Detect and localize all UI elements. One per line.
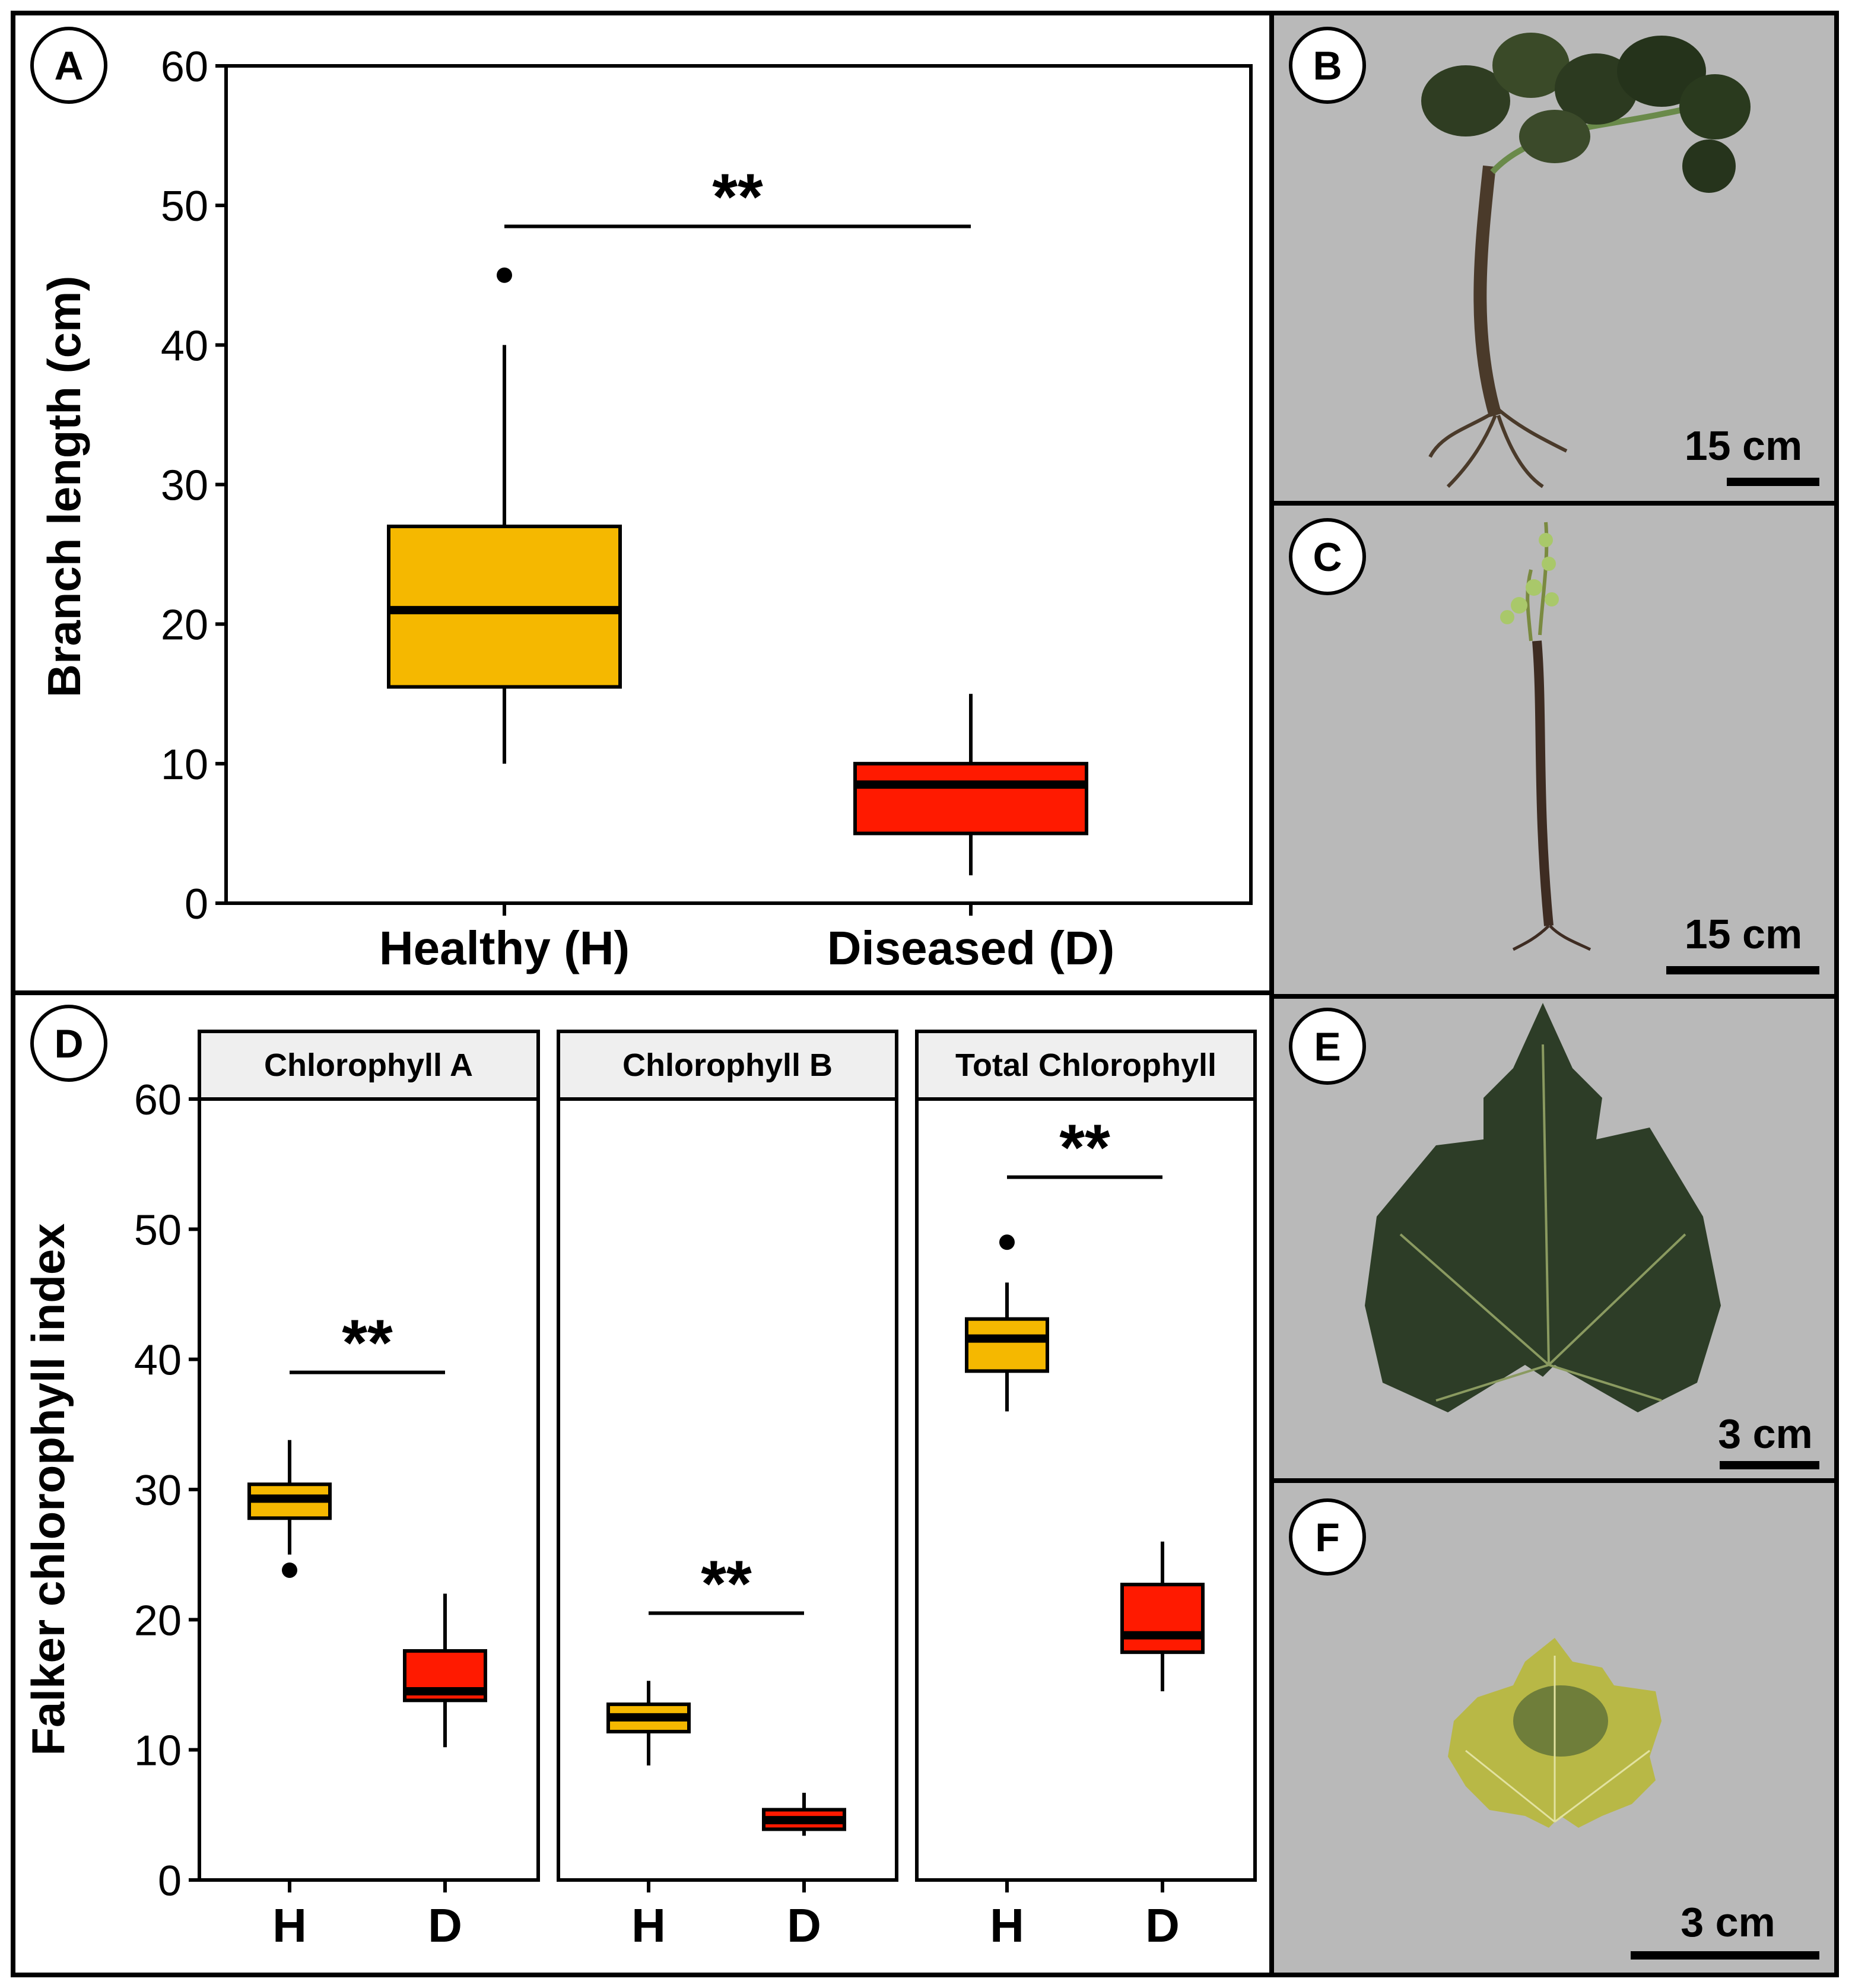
- chart-d-y-tick-label: 20: [134, 1597, 182, 1644]
- chart-d-x-tick-label: D: [428, 1899, 462, 1952]
- chart-a-y-tick-label: 10: [161, 741, 208, 789]
- photo-panel-c: 15 cm: [1274, 505, 1834, 995]
- photo-panel-f: 3 cm: [1274, 1482, 1834, 1973]
- chart-panel-d: Falker chlorophyll index Chlorophyll A C…: [22, 1030, 1257, 1952]
- chart-d-total-chlorophyll-healthy-outlier: [999, 1234, 1015, 1250]
- facet-title-chlorophyll-b: Chlorophyll B: [622, 1047, 833, 1083]
- panel-letter-f: F: [1315, 1515, 1340, 1560]
- chart-a-y-tick-label: 20: [161, 602, 208, 649]
- chart-a-y-tick-label: 60: [161, 43, 208, 91]
- chart-d-total-chlorophyll-healthy-box: [965, 1317, 1049, 1373]
- healthy-plant-illustration: [1421, 33, 1751, 488]
- photo-panel-b: 15 cm: [1274, 15, 1834, 501]
- chart-d-x-tick-label: H: [990, 1899, 1024, 1952]
- panel-letter-a: A: [54, 43, 83, 88]
- panel-letter-d: D: [54, 1021, 83, 1066]
- chart-a-significance-label: **: [712, 160, 763, 233]
- chart-a-y-tick-label: 40: [161, 322, 208, 370]
- chart-d-y-tick-label: 50: [134, 1206, 182, 1254]
- chart-d-x-tick-label: H: [631, 1899, 666, 1952]
- chart-d-x-tick-label: H: [272, 1899, 307, 1952]
- facet-plot-total-chlorophyll: [915, 1097, 1257, 1882]
- scale-label-b: 15 cm: [1685, 423, 1802, 469]
- chart-d-x-tick-label: D: [787, 1899, 821, 1952]
- scale-label-f: 3 cm: [1681, 1899, 1775, 1945]
- chart-a-diseased-box: [853, 761, 1088, 836]
- photo-panel-e: 3 cm: [1274, 998, 1834, 1479]
- x-tick-label-diseased: Diseased (D): [827, 922, 1115, 974]
- chart-a-y-tick-label: 30: [161, 462, 208, 509]
- healthy-leaf-illustration: [1365, 1003, 1721, 1412]
- x-tick-label-healthy: Healthy (H): [379, 922, 630, 974]
- facet-title-chlorophyll-a: Chlorophyll A: [264, 1047, 473, 1083]
- chart-d-chlorophyll-a-healthy-outlier: [282, 1562, 297, 1578]
- chart-d-y-tick-label: 40: [134, 1337, 182, 1384]
- chart-d-total-chlorophyll-significance-label: **: [1059, 1111, 1110, 1184]
- chart-d-y-tick-label: 60: [134, 1076, 182, 1124]
- panel-letter-b: B: [1313, 43, 1342, 88]
- diseased-plant-illustration: [1500, 522, 1591, 951]
- chart-d-y-tick-label: 0: [158, 1857, 182, 1905]
- y-axis-label-d: Falker chlorophyll index: [22, 1223, 74, 1755]
- panel-badges: A B C D E F: [30, 27, 1366, 1576]
- scale-label-c: 15 cm: [1685, 911, 1802, 957]
- facet-plot-chlorophyll-b: [557, 1097, 898, 1882]
- chart-d-y-tick-label: 10: [134, 1727, 182, 1775]
- chart-a-y-tick-label: 0: [185, 881, 208, 928]
- chart-a-y-tick-label: 50: [161, 183, 208, 230]
- chart-d-chlorophyll-b-significance-label: **: [701, 1547, 752, 1620]
- panel-badge-a: A: [30, 27, 107, 104]
- chart-d-x-tick-label: D: [1145, 1899, 1180, 1952]
- panel-badge-d: D: [30, 1005, 107, 1082]
- chart-panel-a: Branch length (cm) Healthy (H) Diseased …: [38, 43, 1253, 974]
- chart-a-healthy-outlier: [497, 267, 512, 283]
- panel-badge-b: B: [1289, 27, 1366, 104]
- facet-strip-chlorophyll-a: [198, 1030, 540, 1101]
- panel-badge-e: E: [1289, 1008, 1366, 1085]
- chart-d-chlorophyll-a-significance-label: **: [342, 1307, 393, 1380]
- y-axis-label-a: Branch length (cm): [38, 276, 90, 698]
- panel-letter-c: C: [1313, 535, 1342, 580]
- facet-strip-chlorophyll-b: [557, 1030, 898, 1101]
- scale-label-e: 3 cm: [1718, 1411, 1813, 1457]
- panel-badge-f: F: [1289, 1498, 1366, 1576]
- panel-badge-c: C: [1289, 518, 1366, 595]
- panel-frames: [11, 11, 1839, 1977]
- chart-d-total-chlorophyll-diseased-box: [1120, 1583, 1205, 1654]
- facet-title-total-chlorophyll: Total Chlorophyll: [955, 1047, 1216, 1083]
- chart-d-y-tick-label: 30: [134, 1467, 182, 1514]
- panel-letter-e: E: [1314, 1024, 1340, 1069]
